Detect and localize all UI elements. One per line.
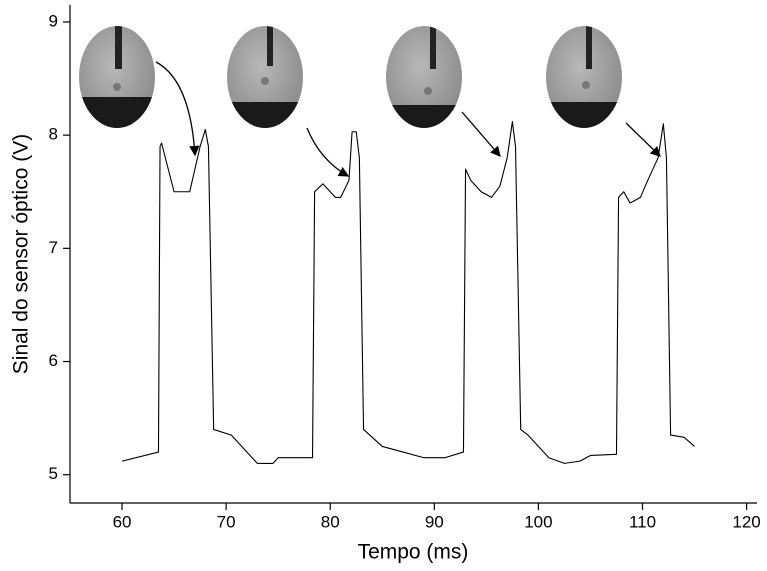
y-tick-label: 9 <box>49 11 58 30</box>
photo-inset <box>546 26 622 128</box>
y-tick-label: 7 <box>49 238 58 257</box>
arrow <box>306 127 350 177</box>
photo-inset <box>227 26 303 128</box>
x-tick-label: 80 <box>321 512 340 531</box>
x-tick-label: 90 <box>425 512 444 531</box>
arrow <box>625 122 661 157</box>
photo-inset <box>386 26 462 128</box>
x-axis-label: Tempo (ms) <box>358 541 469 564</box>
arrows <box>155 61 661 177</box>
y-tick-label: 5 <box>49 464 58 483</box>
arrow <box>461 111 501 157</box>
line-series <box>121 121 695 464</box>
x-tick-label: 70 <box>217 512 236 531</box>
x-tick-label: 110 <box>629 512 656 531</box>
y-tick-label: 6 <box>49 351 58 370</box>
x-tick-label: 100 <box>524 512 552 531</box>
x-tick-label: 60 <box>113 512 132 531</box>
photo-inset <box>79 26 155 128</box>
insets <box>79 26 622 128</box>
arrow <box>155 61 200 157</box>
x-tick-label: 120 <box>732 512 760 531</box>
y-tick-label: 8 <box>49 125 58 144</box>
y-axis-label: Sinal do sensor óptico (V) <box>10 134 33 374</box>
